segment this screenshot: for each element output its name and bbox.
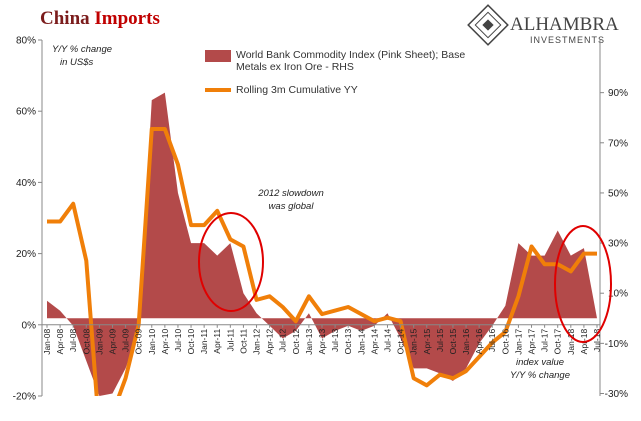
x-tick-label: Apr-13 bbox=[317, 329, 327, 355]
x-tick-label: Jul-09 bbox=[121, 329, 131, 352]
x-tick-label: Jul-10 bbox=[173, 329, 183, 352]
x-tick-label: Apr-14 bbox=[369, 329, 379, 355]
x-tick-label: Jul-16 bbox=[487, 329, 497, 352]
x-tick-label: Jul-11 bbox=[225, 329, 235, 352]
chart-title: China Imports bbox=[40, 8, 160, 29]
x-tick-label: Apr-15 bbox=[422, 329, 432, 355]
x-tick-label: Apr-12 bbox=[265, 329, 275, 355]
y-tick-label: -20% bbox=[13, 392, 36, 403]
y-tick-label: 40% bbox=[16, 178, 36, 189]
x-tick-label: Jan-11 bbox=[199, 329, 209, 355]
y2-tick-label: 50% bbox=[608, 188, 628, 199]
x-tick-label: Oct-10 bbox=[186, 329, 196, 355]
y2-tick-label: 10% bbox=[608, 289, 628, 300]
x-tick-label: Jul-08 bbox=[68, 329, 78, 352]
axis-label: Y/Y % change bbox=[510, 370, 570, 381]
logo-icon bbox=[467, 4, 509, 46]
x-tick-label: Jul-15 bbox=[435, 329, 445, 352]
y-tick-label: 60% bbox=[16, 107, 36, 118]
y-tick-label: 80% bbox=[16, 36, 36, 47]
title-word: China bbox=[40, 8, 90, 29]
y-tick-label: 0% bbox=[22, 320, 37, 331]
x-tick-label: Jan-08 bbox=[42, 329, 52, 355]
x-tick-label: Oct-11 bbox=[238, 329, 248, 354]
brand-sub: INVESTMENTS bbox=[530, 35, 605, 45]
x-tick-label: Oct-17 bbox=[553, 329, 563, 355]
y-tick-label: 20% bbox=[16, 249, 36, 260]
legend-label: Rolling 3m Cumulative YY bbox=[236, 84, 358, 96]
y2-tick-label: -10% bbox=[605, 339, 628, 350]
y2-tick-label: 90% bbox=[608, 88, 628, 99]
area bbox=[47, 92, 597, 396]
x-tick-label: Jul-17 bbox=[540, 329, 550, 352]
brand-name: ALHAMBRA bbox=[510, 14, 619, 35]
title-word: Imports bbox=[94, 8, 159, 29]
x-tick-label: Apr-09 bbox=[107, 329, 117, 355]
x-tick-label: Apr-08 bbox=[55, 329, 65, 355]
x-tick-label: Jan-18 bbox=[566, 329, 576, 355]
x-tick-label: Jul-18 bbox=[592, 329, 602, 352]
x-tick-label: Oct-12 bbox=[291, 329, 301, 355]
x-tick-label: Jul-12 bbox=[278, 329, 288, 352]
x-tick-label: Jan-17 bbox=[513, 329, 523, 355]
x-tick-label: Jan-14 bbox=[356, 329, 366, 355]
highlight bbox=[554, 225, 612, 343]
y2-tick-label: 70% bbox=[608, 138, 628, 149]
x-tick-label: Apr-10 bbox=[160, 329, 170, 355]
annotation: 2012 slowdown bbox=[257, 188, 324, 199]
x-tick-label: Oct-09 bbox=[134, 329, 144, 355]
axes: -20% 0% 20% 40% 60% 80% -30% -10% 10% 30% 50% 70% 90… bbox=[13, 36, 628, 403]
x-tick-label: Apr-16 bbox=[474, 329, 484, 355]
x-tick-label: Oct-14 bbox=[396, 329, 406, 355]
x-tick-label: Apr-17 bbox=[527, 329, 537, 355]
legend-label: World Bank Commodity Index (Pink Sheet);… bbox=[236, 49, 466, 73]
x-tick-label: Oct-13 bbox=[343, 329, 353, 355]
x-tick-label: Oct-15 bbox=[448, 329, 458, 355]
axis-label: Y/Y % change bbox=[52, 44, 112, 55]
x-tick-label: Apr-11 bbox=[212, 329, 222, 354]
axis-label: in US$s bbox=[60, 57, 94, 68]
x-tick-label: Jan-09 bbox=[94, 329, 104, 355]
legend-swatch bbox=[205, 50, 231, 62]
y2-tick-label: -30% bbox=[605, 389, 628, 400]
x-tick-label: Oct-08 bbox=[81, 329, 91, 355]
axis-label: index value bbox=[516, 357, 564, 368]
x-tick-label: Jan-15 bbox=[409, 329, 419, 355]
annotation: was global bbox=[269, 201, 315, 212]
x-tick-label: Jan-13 bbox=[304, 329, 314, 355]
x-tick-label: Jan-16 bbox=[461, 329, 471, 355]
highlight bbox=[198, 212, 264, 312]
x-tick-label: Jul-13 bbox=[330, 329, 340, 352]
x-tick-label: Oct-16 bbox=[500, 329, 510, 355]
x-tick-label: Jan-12 bbox=[252, 329, 262, 355]
y2-tick-label: 30% bbox=[608, 239, 628, 250]
x-tick-label: Jul-14 bbox=[382, 329, 392, 352]
x-tick-label: Jan-10 bbox=[147, 329, 157, 355]
